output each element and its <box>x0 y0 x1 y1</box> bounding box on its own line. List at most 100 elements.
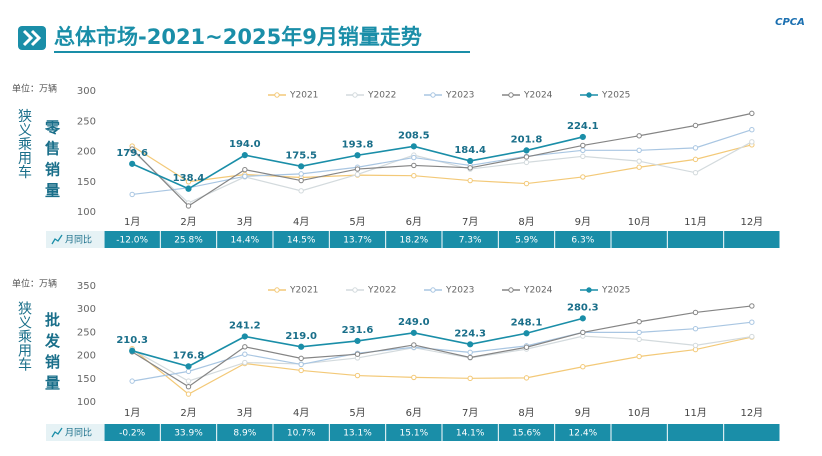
series-marker <box>354 372 361 379</box>
series-marker <box>410 329 417 336</box>
page-title: 总体市场-2021~2025年9月销量走势 <box>54 25 422 49</box>
series-marker <box>241 152 248 159</box>
yoy-cell <box>498 424 555 441</box>
series-marker <box>354 351 361 357</box>
data-label: 194.0 <box>229 139 261 150</box>
series-marker <box>185 378 192 384</box>
data-label: 138.4 <box>173 173 205 184</box>
yoy-icon <box>51 427 63 438</box>
series-marker <box>185 368 192 375</box>
unit-label: 单位：万辆 <box>12 278 57 290</box>
y-tick-label: 300 <box>77 86 96 97</box>
series-line <box>131 336 752 395</box>
series-marker <box>185 363 192 370</box>
yoy-cell <box>217 231 273 248</box>
yoy-value: 14.1% <box>456 429 485 439</box>
series-line <box>131 305 752 388</box>
series-marker <box>298 188 304 194</box>
x-tick-label: 1月 <box>124 216 140 228</box>
x-tick-label: 7月 <box>462 407 478 419</box>
series-marker <box>411 154 417 161</box>
legend-marker <box>274 287 280 293</box>
data-label: 175.5 <box>285 150 317 161</box>
yoy-value: 14.4% <box>231 236 260 246</box>
series-marker <box>580 364 586 370</box>
yoy-value: 14.5% <box>287 236 316 246</box>
series-marker <box>523 180 530 187</box>
yoy-cell <box>442 424 498 441</box>
legend-label: Y2023 <box>445 286 474 296</box>
series-marker <box>354 166 361 172</box>
series-marker <box>242 344 248 350</box>
data-label: 184.4 <box>454 145 486 156</box>
series-marker <box>185 383 192 390</box>
yoy-cell <box>611 231 667 248</box>
series-marker <box>129 146 135 152</box>
series-marker <box>467 375 473 382</box>
data-label: 201.8 <box>511 134 543 145</box>
x-tick-label: 12月 <box>740 407 763 419</box>
series-marker <box>185 391 192 397</box>
yoy-cell <box>667 424 724 441</box>
series-marker <box>298 367 304 374</box>
legend-label: Y2021 <box>289 91 318 101</box>
series-marker <box>749 303 755 309</box>
x-tick-label: 3月 <box>237 216 253 228</box>
y-tick-label: 150 <box>77 177 96 188</box>
series-marker <box>185 185 192 192</box>
x-tick-label: 5月 <box>349 216 365 228</box>
yoy-cell <box>160 231 217 248</box>
series-marker <box>692 145 699 151</box>
series-marker <box>636 319 642 325</box>
legend-label: Y2025 <box>601 91 630 101</box>
series-marker <box>580 142 586 149</box>
x-tick-label: 11月 <box>684 407 707 419</box>
series-marker <box>354 152 361 159</box>
legend-marker <box>586 287 592 293</box>
y-tick-label: 200 <box>77 351 96 362</box>
series-line <box>131 112 752 207</box>
x-tick-label: 3月 <box>237 407 253 419</box>
series-marker <box>523 159 530 166</box>
x-tick-label: 9月 <box>575 407 591 419</box>
yoy-label-cell <box>46 424 104 441</box>
y-tick-label: 250 <box>77 116 96 127</box>
series-marker <box>298 361 304 368</box>
x-tick-label: 2月 <box>180 216 196 228</box>
data-label: 280.3 <box>567 302 599 313</box>
x-tick-label: 12月 <box>740 216 763 228</box>
yoy-cell <box>104 231 160 248</box>
series-marker <box>579 315 586 322</box>
series-line <box>131 335 752 382</box>
series-marker <box>298 171 304 177</box>
series-marker <box>467 157 474 165</box>
series-marker <box>523 375 530 381</box>
yoy-value: 6.3% <box>571 236 594 246</box>
x-tick-label: 4月 <box>293 216 309 228</box>
legend-label: Y2022 <box>367 91 396 101</box>
x-tick-label: 4月 <box>293 407 309 419</box>
series-marker <box>411 173 417 179</box>
y-tick-label: 100 <box>77 397 96 408</box>
series-marker <box>467 177 473 184</box>
yoy-label-cell <box>46 231 104 248</box>
yoy-cell <box>555 231 611 248</box>
x-tick-label: 9月 <box>575 216 591 228</box>
series-marker <box>298 163 305 170</box>
x-tick-label: 2月 <box>180 407 196 419</box>
series-marker <box>354 337 361 345</box>
legend-marker <box>352 287 358 293</box>
series-marker <box>749 127 755 133</box>
yoy-cell <box>329 424 386 441</box>
y-tick-label: 250 <box>77 327 96 338</box>
data-label: 241.2 <box>229 320 261 331</box>
yoy-cell <box>555 424 611 441</box>
y-tick-label: 150 <box>77 374 96 385</box>
yoy-cell <box>273 424 329 441</box>
yoy-cell <box>217 424 273 441</box>
series-marker <box>298 177 304 184</box>
series-marker <box>692 325 699 332</box>
series-marker <box>749 319 755 325</box>
series-marker <box>636 353 642 360</box>
